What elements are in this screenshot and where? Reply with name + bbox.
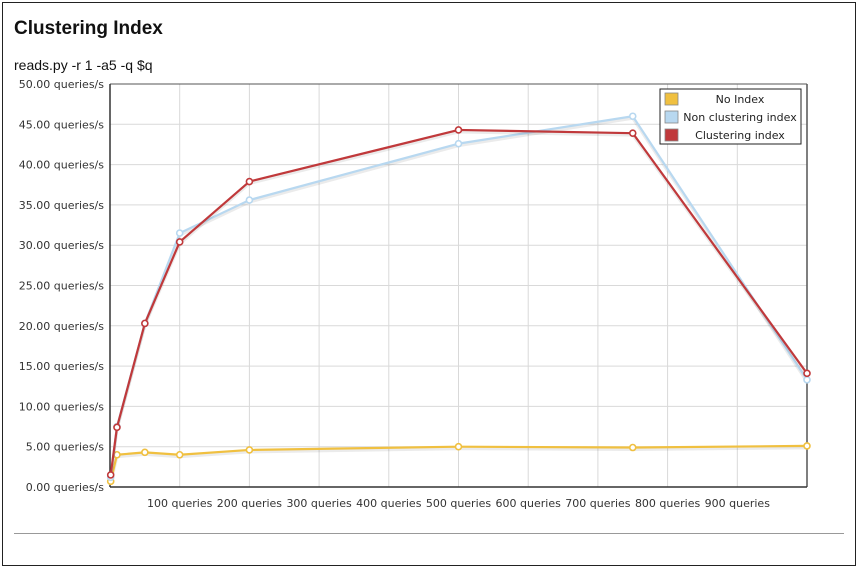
data-point xyxy=(245,446,254,454)
data-point xyxy=(454,442,463,451)
y-tick-label: 20.00 queries/s xyxy=(19,320,104,333)
series-line xyxy=(109,444,808,482)
y-tick-label: 30.00 queries/s xyxy=(19,239,104,252)
data-point xyxy=(454,126,463,134)
data-point xyxy=(175,229,184,237)
legend-swatch xyxy=(664,128,679,142)
y-tick-label: 40.00 queries/s xyxy=(19,159,104,172)
data-point xyxy=(803,376,811,384)
y-tick-label: 10.00 queries/s xyxy=(19,400,104,413)
y-tick-label: 15.00 queries/s xyxy=(19,360,104,373)
chart-title: Clustering Index xyxy=(14,18,163,39)
data-point xyxy=(245,177,254,186)
data-point xyxy=(175,238,184,246)
x-tick-label: 300 queries xyxy=(286,497,352,510)
x-tick-label: 100 queries xyxy=(147,497,213,510)
data-point xyxy=(628,112,637,121)
data-point xyxy=(628,129,637,137)
legend-swatch xyxy=(664,92,679,106)
chart-subtitle: reads.py -r 1 -a5 -q $q xyxy=(14,57,153,73)
legend-swatch xyxy=(664,110,679,124)
legend-label: Clustering index xyxy=(695,129,785,142)
x-tick-label: 700 queries xyxy=(565,497,631,510)
series-line xyxy=(109,128,808,476)
data-point xyxy=(141,448,149,457)
legend-label: No Index xyxy=(716,93,765,106)
x-tick-label: 500 queries xyxy=(426,497,492,510)
x-tick-label: 800 queries xyxy=(635,497,701,510)
data-point xyxy=(803,369,811,378)
data-point xyxy=(628,443,637,452)
bottom-divider xyxy=(14,533,844,534)
y-tick-label: 25.00 queries/s xyxy=(19,280,104,293)
x-tick-label: 600 queries xyxy=(496,497,562,510)
y-tick-label: 0.00 queries/s xyxy=(26,481,104,494)
series-shadow xyxy=(109,446,808,484)
data-point xyxy=(113,423,121,432)
y-tick-label: 45.00 queries/s xyxy=(19,118,104,131)
y-tick-label: 50.00 queries/s xyxy=(19,78,104,91)
y-tick-label: 35.00 queries/s xyxy=(19,199,104,212)
legend-label: Non clustering index xyxy=(683,111,797,124)
x-tick-label: 400 queries xyxy=(356,497,422,510)
data-point xyxy=(245,196,254,204)
data-point xyxy=(175,450,184,459)
data-point xyxy=(803,442,811,450)
data-point xyxy=(454,139,463,148)
legend-box xyxy=(659,88,802,145)
data-point xyxy=(141,319,149,328)
x-tick-label: 200 queries xyxy=(217,497,283,510)
y-tick-label: 5.00 queries/s xyxy=(26,441,104,454)
data-point xyxy=(106,471,115,479)
x-tick-label: 900 queries xyxy=(705,497,771,510)
